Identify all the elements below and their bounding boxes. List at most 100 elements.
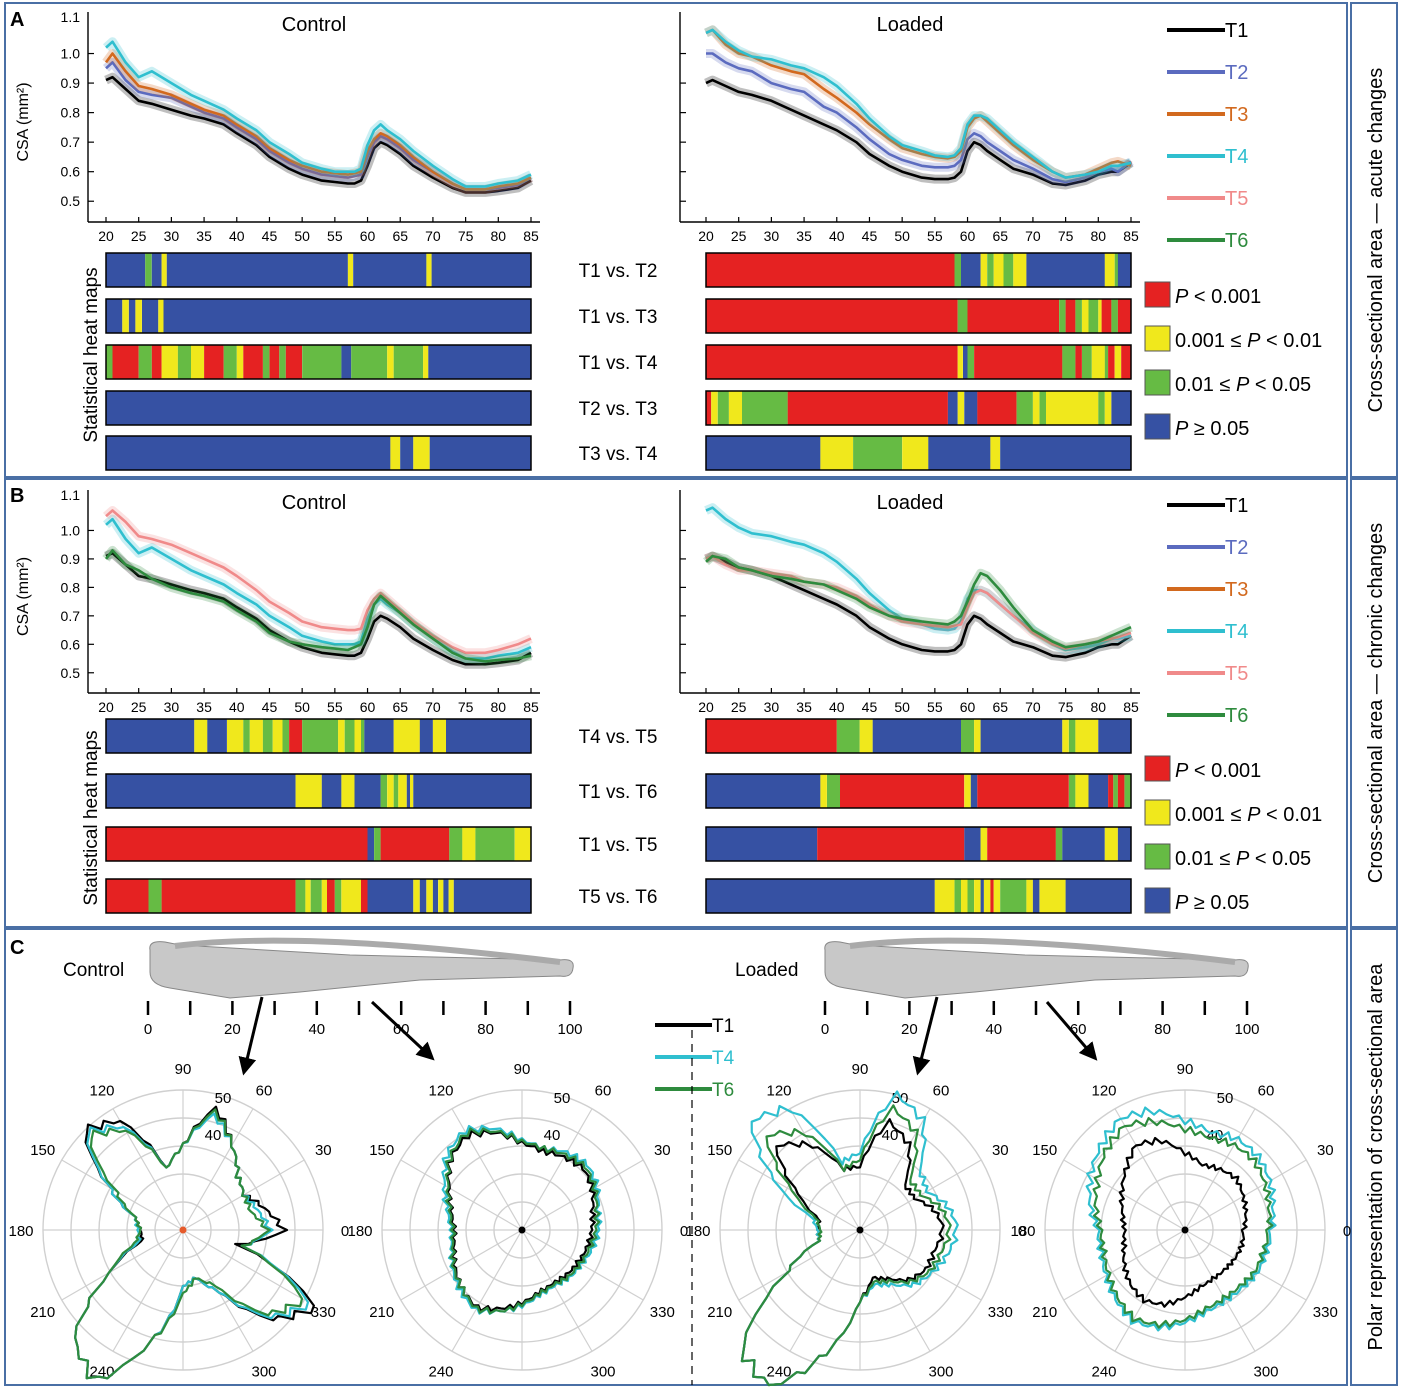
p-legend-swatch [1144,755,1171,782]
heatmap-row-label: T2 vs. T3 [579,399,658,420]
panel-a-frame [4,2,1348,478]
heatmap-cell [990,436,1001,470]
x-tick-label: 35 [796,699,812,715]
polar-angle-label: 300 [590,1363,615,1380]
polar-series-t6 [444,1127,601,1315]
heatmap-cell [249,719,263,753]
polar-legend-label-t1: T1 [712,1016,734,1037]
heatmap-cell [262,719,273,753]
x-tick-label: 25 [131,699,147,715]
heatmap-cell [1098,391,1105,425]
x-tick-label: 80 [491,228,507,244]
polar-angle-label: 180 [8,1223,33,1240]
heatmap-cell [431,253,531,287]
heatmap-row: T2 vs. T3 [105,390,658,426]
polar-angle-label: 60 [595,1083,612,1100]
polar-inner-label: 40 [544,1127,561,1144]
heatmap-cell [990,879,994,913]
polar-series-t6 [740,1104,952,1387]
heatmap-row [705,435,1132,471]
polar-angle-label: 270 [509,1385,534,1387]
heatmap-cell [398,774,407,808]
y-tick-label: 0.6 [61,636,81,652]
y-tick-label: 0.5 [61,193,81,209]
series-line-t6 [705,554,1132,649]
y-tick-label: 0.7 [61,134,81,150]
polar-center-dot [179,1226,187,1234]
polar-angle-label: 330 [311,1304,336,1321]
polar-angle-label: 0 [680,1223,688,1240]
heatmap-cell [344,719,355,753]
polar-series-t1 [1118,1136,1249,1308]
p-legend-label: P ≥ 0.05 [1175,418,1249,440]
heatmap-cell [987,827,1056,861]
heatmap-cell [1075,719,1099,753]
x-tick-label: 85 [1123,699,1139,715]
heatmap-cell [364,719,394,753]
heatmap-cell [204,345,224,379]
heatmap-cell [194,719,208,753]
polar-spoke [451,1229,523,1352]
x-tick-label: 75 [1058,699,1074,715]
heatmap-cell [236,345,244,379]
heatmap-cell [387,774,394,808]
heatmap-cell [974,879,981,913]
heatmap-cell [1091,345,1105,379]
heatmap-cell [1039,879,1066,913]
heatmap-cell [419,879,427,913]
heatmap-axis-label-b: Statistical heat maps [81,730,102,905]
polar-spoke [789,1229,861,1352]
polar-angle-label: 300 [1253,1363,1278,1380]
x-tick-label: 50 [294,699,310,715]
heatmap-row [705,390,1132,426]
heatmap-cell [1082,345,1092,379]
x-tick-label: 30 [164,228,180,244]
heatmap-row [705,718,1132,754]
polar-angle-label: 270 [1172,1385,1197,1387]
polar-center-dot [518,1226,526,1234]
legend-label-t2: T2 [1225,62,1248,84]
p-legend-label: 0.001 ≤ P < 0.01 [1175,804,1322,826]
heatmap-row-label: T1 vs. T4 [579,353,658,374]
line-chart-a-control: Control 0.5 0.6 0.7 0.8 0.9 1.0 1.1 CSA (mm²) 20 2… [15,9,540,244]
polar-spoke [859,1229,931,1352]
polar-center-dot [1181,1226,1189,1234]
x-tick-label: 45 [862,228,878,244]
x-tick-label: 25 [731,699,747,715]
heatmap-cell [158,299,164,333]
heatmap-cell [1098,299,1102,333]
heatmap-cell [840,774,965,808]
series-line-t1 [705,78,1132,187]
heatmap-cell [1114,253,1118,287]
x-tick-label: 40 [229,228,245,244]
p-legend-label: P < 0.001 [1175,286,1261,308]
p-legend-label: 0.001 ≤ P < 0.01 [1175,330,1322,352]
heatmap-row-border [105,252,532,288]
x-tick-label: 20 [98,699,114,715]
chart-title: Loaded [877,492,944,514]
x-tick-label: 65 [392,699,408,715]
x-tick-label: 80 [491,699,507,715]
heatmap-axis-label-a: Statistical heat maps [81,267,102,442]
heatmap-cell [128,299,136,333]
x-tick-label: 80 [1091,228,1107,244]
polar-spoke [1184,1159,1307,1231]
legend-label-t3: T3 [1225,104,1248,126]
polar-angle-label: 240 [1091,1363,1116,1380]
polar-inner-label: 40 [205,1127,222,1144]
heatmap-cell [967,345,974,379]
heatmap-cell [967,299,1059,333]
heatmap-cell [1055,827,1063,861]
x-tick-label: 80 [1091,699,1107,715]
polar-angle-label: 210 [30,1304,55,1321]
series-line-t2 [706,52,1132,184]
p-legend-swatch [1144,843,1171,870]
y-tick-label-top: 1.1 [61,487,81,503]
heatmap-cell [321,774,342,808]
heatmap-cell [262,345,270,379]
y-axis-label: CSA (mm²) [15,82,32,161]
heatmap-row-border [105,826,532,862]
heatmap-row-border [705,252,1132,288]
